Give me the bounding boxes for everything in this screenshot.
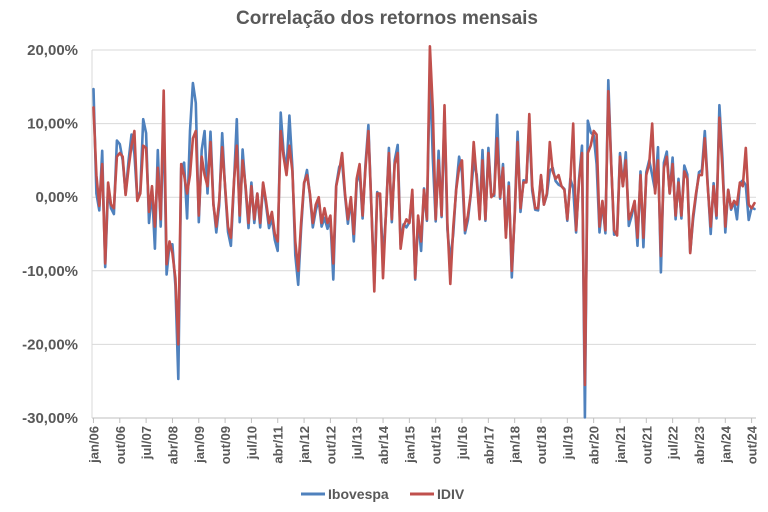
- legend-label-ibovespa: Ibovespa: [328, 486, 389, 502]
- y-tick-label: 10,00%: [27, 116, 78, 133]
- x-tick-label: jul/22: [666, 426, 681, 460]
- x-tick-label: jan/06: [86, 426, 101, 464]
- x-tick-label: out/21: [639, 426, 654, 464]
- x-tick-label: jul/16: [455, 426, 470, 460]
- series-line-idiv: [92, 44, 756, 387]
- y-tick-label: 0,00%: [35, 189, 78, 206]
- x-tick-label: jul/13: [350, 426, 365, 460]
- legend: Ibovespa IDIV: [301, 486, 465, 502]
- legend-label-idiv: IDIV: [437, 486, 465, 502]
- x-tick-label: out/06: [113, 426, 128, 464]
- x-tick-label: abr/14: [376, 425, 391, 464]
- y-tick-label: 20,00%: [27, 42, 78, 59]
- x-tick-label: abr/08: [165, 426, 180, 464]
- x-tick-label: jan/24: [718, 425, 733, 464]
- y-tick-label: -20,00%: [22, 336, 78, 353]
- x-tick-label: out/18: [534, 426, 549, 464]
- x-tick-label: out/15: [429, 426, 444, 464]
- x-tick-label: out/24: [745, 425, 760, 464]
- x-axis: jan/06 out/06 jul/07 abr/08 jan/09 out/09 jul/…: [86, 50, 760, 464]
- x-tick-label: jan/21: [613, 426, 628, 464]
- y-axis-tick-labels: 20,00% 10,00% 0,00% -10,00% -20,00% -30,00%: [22, 42, 78, 427]
- x-tick-label: jul/19: [560, 426, 575, 460]
- x-tick-label: jan/12: [297, 426, 312, 464]
- chart-title: Correlação dos retornos mensais: [236, 8, 538, 29]
- x-tick-label: jan/15: [402, 426, 417, 464]
- series-lines: [92, 44, 756, 419]
- x-tick-label: abr/17: [481, 426, 496, 464]
- x-tick-label: out/09: [218, 426, 233, 464]
- x-tick-label: jan/09: [192, 426, 207, 464]
- x-tick-label: abr/20: [587, 426, 602, 464]
- y-tick-label: -30,00%: [22, 410, 78, 427]
- x-tick-label: abr/23: [692, 426, 707, 464]
- y-tick-label: -10,00%: [22, 263, 78, 280]
- x-tick-label: jan/18: [508, 426, 523, 464]
- x-tick-label: abr/11: [271, 426, 286, 464]
- x-tick-label: jul/10: [244, 426, 259, 460]
- x-tick-label: jul/07: [139, 426, 154, 460]
- x-tick-label: out/12: [323, 426, 338, 464]
